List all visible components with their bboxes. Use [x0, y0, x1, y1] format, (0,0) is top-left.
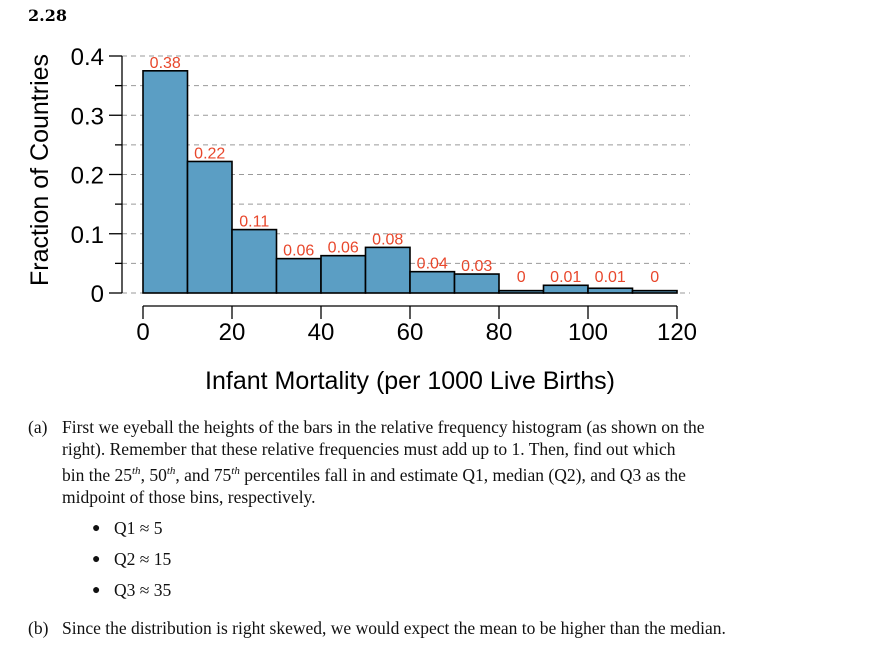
y-tick-label: 0.1	[71, 222, 104, 249]
part-a-line-3: bin the 25th, 50th, and 75th percentiles…	[62, 460, 848, 486]
y-axis-title: Fraction of Countries	[26, 54, 54, 286]
bar	[453, 273, 500, 294]
bar	[231, 228, 278, 294]
x-tick-label: 120	[657, 319, 697, 346]
bar-data-label: 0.06	[328, 240, 359, 257]
problem-number: 2.28	[28, 6, 67, 25]
bullet-item: ● Q2 ≈ 15	[92, 544, 171, 575]
axes: 0 0.1 0.2 0.3 0.4 0 20 40 60 80 100 120	[71, 44, 697, 346]
bar	[186, 160, 233, 294]
superscript-th-2: th	[166, 465, 176, 477]
bullet-text: Q2 ≈ 15	[114, 549, 172, 569]
bullet-dot-icon: ●	[92, 551, 101, 567]
bar-data-label: 0.22	[194, 145, 225, 162]
bar-data-label: 0.11	[239, 214, 269, 231]
part-b: (b) Since the distribution is right skew…	[28, 617, 848, 639]
y-tick-label: 0.3	[71, 103, 104, 130]
bar-data-label: 0.01	[550, 269, 581, 286]
part-a-line-3-mid1: , 50	[140, 464, 167, 485]
bar-labels: 0.38 0.22 0.11 0.06 0.06 0.08 0.04 0.03 0 0.01 0.0…	[150, 55, 660, 286]
bar-data-label: 0.01	[595, 269, 626, 286]
bar	[409, 270, 456, 294]
y-tick-label: 0.2	[71, 163, 104, 190]
bar	[320, 254, 367, 294]
x-axis-title: Infant Mortality (per 1000 Live Births)	[205, 367, 615, 395]
bullet-text: Q1 ≈ 5	[114, 518, 163, 538]
bullet-dot-icon: ●	[92, 520, 101, 536]
superscript-th-1: th	[132, 465, 141, 477]
bar	[364, 246, 411, 294]
x-tick-label: 60	[397, 319, 424, 346]
part-a-body: First we eyeball the heights of the bars…	[62, 416, 848, 508]
x-tick-label: 40	[308, 319, 335, 346]
part-a-line-3-mid2: , and 75	[175, 464, 232, 485]
bar-data-label: 0	[517, 269, 526, 286]
bar-data-label: 0.04	[417, 256, 448, 273]
bullet-item: ● Q3 ≈ 35	[92, 575, 171, 606]
bullet-list: ● Q1 ≈ 5 ● Q2 ≈ 15 ● Q3 ≈ 35	[92, 513, 171, 606]
part-a: (a) First we eyeball the heights of the …	[28, 416, 848, 508]
bar	[498, 289, 545, 294]
bullet-item: ● Q1 ≈ 5	[92, 513, 171, 544]
x-tick-label: 100	[568, 319, 608, 346]
part-a-line-3-pre: bin the 25	[62, 464, 132, 485]
part-a-line-3-post: percentiles fall in and estimate Q1, med…	[239, 464, 686, 485]
y-tick-label: 0.4	[71, 44, 104, 71]
x-tick-label: 80	[486, 319, 513, 346]
bar-data-label: 0.06	[283, 243, 314, 260]
bar	[587, 287, 634, 294]
bar	[631, 289, 678, 294]
bullet-text: Q3 ≈ 35	[114, 580, 172, 600]
histogram-chart: 0 0.1 0.2 0.3 0.4 0 20 40 60 80 100 120 0.38 0.22 0.1…	[26, 44, 697, 395]
x-tick-label: 0	[136, 319, 149, 346]
bar-data-label: 0.38	[150, 55, 181, 72]
x-tick-label: 20	[219, 319, 246, 346]
superscript-th-3: th	[231, 465, 240, 477]
part-b-marker: (b)	[28, 618, 49, 638]
bars	[142, 70, 678, 294]
y-tick-label: 0	[91, 281, 104, 308]
part-b-body: Since the distribution is right skewed, …	[62, 618, 726, 638]
part-a-line-2: right). Remember that these relative fre…	[62, 439, 676, 459]
bar-data-label: 0.08	[372, 231, 403, 248]
part-a-marker: (a)	[28, 417, 48, 437]
bar	[142, 70, 189, 294]
bar	[275, 257, 322, 294]
bar	[542, 284, 589, 294]
bar-data-label: 0.03	[461, 258, 492, 275]
bullet-dot-icon: ●	[92, 582, 101, 598]
part-a-line-4: midpoint of those bins, respectively.	[62, 486, 316, 507]
bar-data-label: 0	[650, 269, 659, 286]
part-a-line-1: First we eyeball the heights of the bars…	[62, 417, 705, 437]
